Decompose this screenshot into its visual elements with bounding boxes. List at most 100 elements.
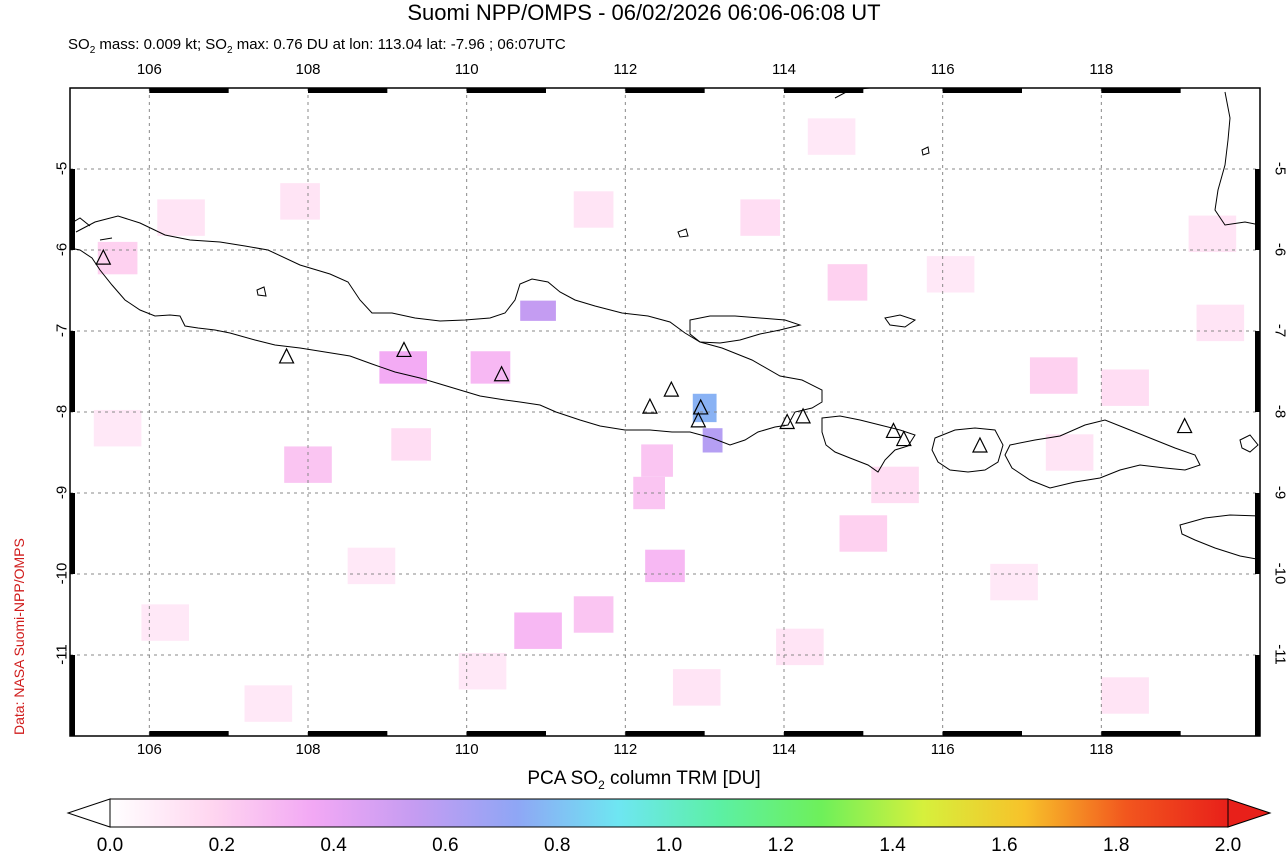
so2-pixel <box>740 199 780 235</box>
x-tick-label: 112 <box>600 741 650 758</box>
y-tick-label: -6 <box>54 235 71 265</box>
so2-pixel <box>245 685 293 721</box>
frame-bar-segment <box>70 493 75 574</box>
frame-bar-segment <box>943 731 1022 736</box>
x-tick-label: 110 <box>442 61 492 78</box>
x-tick-label: 118 <box>1076 61 1126 78</box>
so2-pixel <box>459 653 507 689</box>
frame-bar-segment <box>149 88 228 93</box>
frame-bar-segment <box>70 655 75 736</box>
so2-pixel <box>645 550 685 582</box>
so2-pixel <box>520 301 556 321</box>
so2-pixel <box>673 669 721 705</box>
so2-pixel <box>840 515 888 551</box>
colorbar-min-arrow <box>68 799 110 827</box>
y-tick-label: -5 <box>54 154 71 184</box>
so2-pixel <box>1197 305 1245 341</box>
so2-pixel <box>828 264 868 300</box>
colorbar-tick-label: 1.2 <box>751 835 811 857</box>
frame-bar-segment <box>1255 169 1260 250</box>
colorbar-max-arrow <box>1228 799 1270 827</box>
so2-pixel <box>1030 357 1078 393</box>
x-tick-label: 114 <box>759 61 809 78</box>
so2-pixel <box>471 351 511 383</box>
colorbar-label-rest: column TRM [DU] <box>605 768 761 789</box>
colorbar-tick-label: 2.0 <box>1198 835 1258 857</box>
frame-bar-segment <box>625 88 704 93</box>
frame-bar-segment <box>943 88 1022 93</box>
x-tick-label: 110 <box>442 741 492 758</box>
colorbar-tick-label: 0.4 <box>304 835 364 857</box>
y-tick-label: -11 <box>1272 640 1288 670</box>
colorbar-tick-label: 1.6 <box>974 835 1034 857</box>
colorbar-tick-label: 0.0 <box>80 835 140 857</box>
y-tick-label: -9 <box>1272 478 1288 508</box>
so2-pixel <box>927 256 975 292</box>
colorbar-tick-label: 1.0 <box>639 835 699 857</box>
so2-pixel <box>703 428 723 452</box>
so2-pixel <box>280 183 320 219</box>
so2-pixel <box>776 629 824 665</box>
y-tick-label: -8 <box>1272 397 1288 427</box>
frame-bar-segment <box>1255 331 1260 412</box>
so2-pixel <box>391 428 431 460</box>
frame-bar-segment <box>1101 731 1180 736</box>
colorbar-tick-label: 0.2 <box>192 835 252 857</box>
frame-bar-segment <box>308 731 387 736</box>
so2-pixel <box>1101 369 1149 405</box>
so2-pixel <box>514 612 562 648</box>
x-tick-label: 118 <box>1076 741 1126 758</box>
frame-bar-segment <box>1255 655 1260 736</box>
frame-bar-segment <box>70 169 75 250</box>
y-tick-label: -7 <box>54 316 71 346</box>
so2-pixel <box>1101 677 1149 713</box>
colorbar-label-sub: 2 <box>598 778 605 792</box>
so2-pixel <box>990 564 1038 600</box>
so2-pixel <box>284 446 332 482</box>
so2-pixel <box>98 242 138 274</box>
frame-bar-segment <box>1101 88 1180 93</box>
y-tick-label: -7 <box>1272 316 1288 346</box>
colorbar-tick-label: 0.8 <box>527 835 587 857</box>
y-tick-label: -11 <box>54 640 71 670</box>
x-tick-label: 116 <box>918 61 968 78</box>
frame-bar-segment <box>467 88 546 93</box>
frame-bar-segment <box>308 88 387 93</box>
frame-bar-segment <box>784 731 863 736</box>
so2-pixel <box>808 118 856 154</box>
so2-pixel <box>157 199 205 235</box>
y-tick-label: -10 <box>1272 559 1288 589</box>
so2-pixel <box>574 596 614 632</box>
colorbar-label: PCA SO2 column TRM [DU] <box>0 768 1288 792</box>
so2-pixel <box>348 548 396 584</box>
colorbar-tick-label: 1.4 <box>863 835 923 857</box>
x-tick-label: 114 <box>759 741 809 758</box>
colorbar-gradient <box>110 799 1228 827</box>
frame-bar-segment <box>70 331 75 412</box>
x-tick-label: 106 <box>124 741 174 758</box>
frame-bar-segment <box>784 88 863 93</box>
y-tick-label: -5 <box>1272 154 1288 184</box>
x-tick-label: 112 <box>600 61 650 78</box>
x-tick-label: 108 <box>283 741 333 758</box>
so2-pixel <box>94 410 142 446</box>
x-tick-label: 106 <box>124 61 174 78</box>
colorbar <box>0 795 1288 831</box>
y-tick-label: -10 <box>54 559 71 589</box>
so2-pixel <box>574 191 614 227</box>
so2-pixel <box>641 444 673 476</box>
frame-bar-segment <box>1255 493 1260 574</box>
y-tick-label: -6 <box>1272 235 1288 265</box>
y-tick-label: -8 <box>54 397 71 427</box>
frame-bar-segment <box>467 731 546 736</box>
so2-map <box>0 0 1288 760</box>
so2-pixel <box>141 604 189 640</box>
so2-pixel <box>1046 434 1094 470</box>
frame-bar-segment <box>149 731 228 736</box>
frame-bar-segment <box>625 731 704 736</box>
x-tick-label: 108 <box>283 61 333 78</box>
colorbar-label-prefix: PCA SO <box>527 768 598 789</box>
so2-pixel <box>1189 216 1237 252</box>
colorbar-tick-label: 0.6 <box>415 835 475 857</box>
y-tick-label: -9 <box>54 478 71 508</box>
